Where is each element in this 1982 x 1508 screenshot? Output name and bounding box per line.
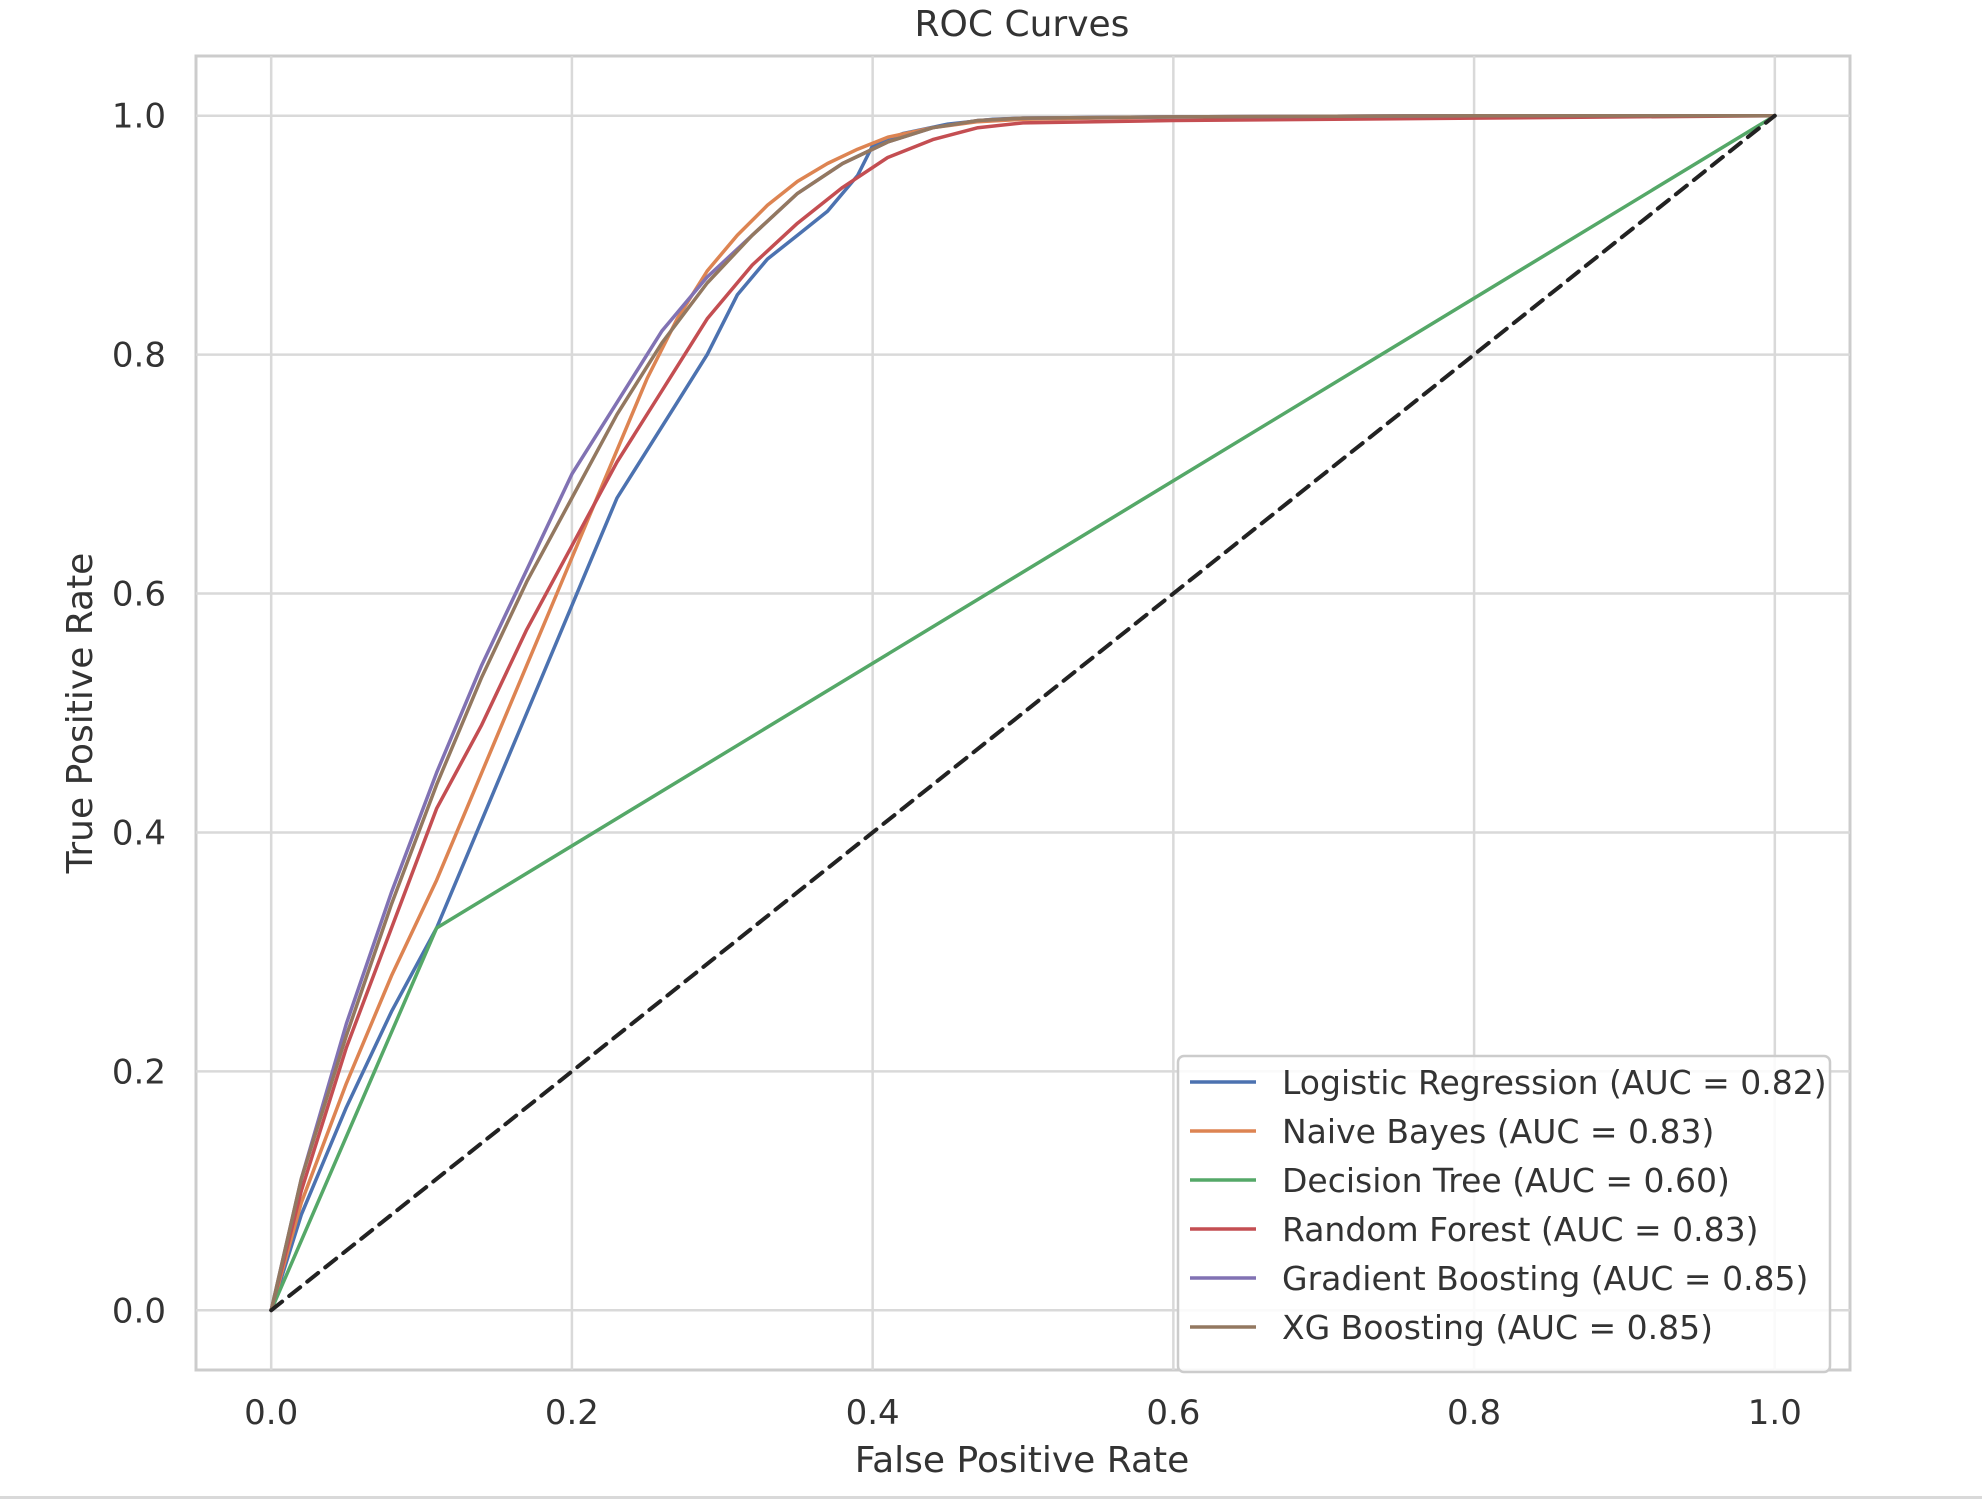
x-tick-label: 0.4 (846, 1393, 900, 1433)
chance-diagonal-line (269, 113, 1777, 1313)
x-axis-title: False Positive Rate (855, 1440, 1190, 1481)
y-tick-label: 0.0 (112, 1291, 166, 1331)
series-line (269, 113, 1777, 1313)
x-tick-label: 1.0 (1748, 1393, 1802, 1433)
legend: Logistic Regression (AUC = 0.82) Naive Ba… (1176, 1054, 1832, 1374)
y-tick-label: 0.4 (112, 813, 166, 853)
legend-label: Random Forest (AUC = 0.83) (1282, 1210, 1759, 1249)
legend-label: Naive Bayes (AUC = 0.83) (1282, 1112, 1714, 1151)
series-lines (269, 113, 1777, 1313)
series-line (269, 113, 1777, 1313)
tick-labels: 0.0 0.2 0.4 0.6 0.8 1.0 0.0 0.2 0.4 0.6 0.8 1.0 (112, 97, 1802, 1433)
x-tick-label: 0.0 (244, 1393, 298, 1433)
y-tick-label: 0.6 (112, 575, 166, 615)
legend-label: Gradient Boosting (AUC = 0.85) (1282, 1259, 1808, 1298)
y-tick-label: 0.2 (112, 1052, 166, 1092)
y-axis-title: True Positive Rate (60, 553, 101, 875)
y-tick-label: 1.0 (112, 97, 166, 137)
legend-label: Decision Tree (AUC = 0.60) (1282, 1161, 1730, 1200)
legend-label: XG Boosting (AUC = 0.85) (1282, 1308, 1713, 1347)
y-tick-label: 0.8 (112, 336, 166, 376)
legend-label: Logistic Regression (AUC = 0.82) (1282, 1063, 1827, 1102)
legend-box (1176, 1054, 1832, 1374)
bottom-divider (0, 1496, 1982, 1499)
x-tick-label: 0.6 (1146, 1393, 1200, 1433)
chart-title: ROC Curves (915, 4, 1130, 45)
series-line (269, 113, 1777, 1313)
x-tick-label: 0.2 (545, 1393, 599, 1433)
x-tick-label: 0.8 (1447, 1393, 1501, 1433)
